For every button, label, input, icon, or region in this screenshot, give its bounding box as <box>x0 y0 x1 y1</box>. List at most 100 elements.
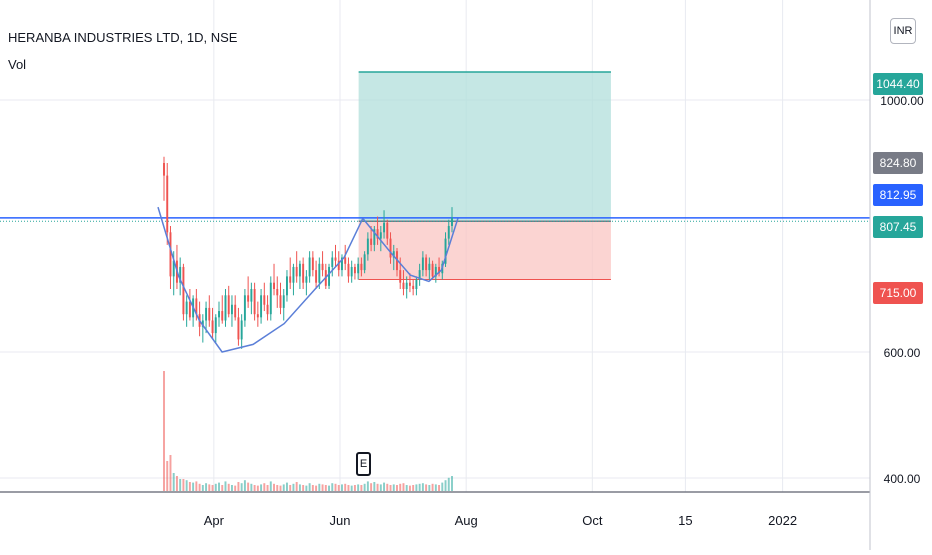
candle-body[interactable] <box>308 257 311 277</box>
candle-body[interactable] <box>289 276 292 283</box>
candle-body[interactable] <box>188 301 191 318</box>
candle-body[interactable] <box>376 229 379 239</box>
candle-body[interactable] <box>218 311 220 318</box>
candle-body[interactable] <box>386 222 389 239</box>
earnings-marker[interactable]: E <box>356 452 371 476</box>
stop-zone[interactable] <box>358 221 611 280</box>
candle-body[interactable] <box>298 263 301 277</box>
candle-body[interactable] <box>250 289 253 302</box>
candle-body[interactable] <box>451 217 453 226</box>
candle-body[interactable] <box>266 304 269 315</box>
candle-body[interactable] <box>318 263 321 283</box>
candle-body[interactable] <box>211 320 214 334</box>
candle-body[interactable] <box>260 295 263 318</box>
candle-body[interactable] <box>208 307 211 321</box>
candle-body[interactable] <box>179 266 182 283</box>
candle-body[interactable] <box>421 257 424 271</box>
volume-bar <box>341 484 343 491</box>
candle-body[interactable] <box>279 295 282 308</box>
candle-body[interactable] <box>263 295 266 305</box>
candle-body[interactable] <box>240 320 243 340</box>
candle-body[interactable] <box>311 257 314 271</box>
candle-body[interactable] <box>205 307 208 321</box>
candle-body[interactable] <box>331 257 334 267</box>
candle-body[interactable] <box>347 263 350 277</box>
candle-body[interactable] <box>328 266 331 286</box>
candle-body[interactable] <box>350 266 353 277</box>
candle-body[interactable] <box>221 311 224 321</box>
candle-body[interactable] <box>321 263 324 271</box>
volume-bar <box>396 485 398 491</box>
candle-body[interactable] <box>169 232 172 277</box>
candle-body[interactable] <box>315 270 318 283</box>
candle-body[interactable] <box>337 260 340 271</box>
candle-body[interactable] <box>253 289 256 315</box>
candle-body[interactable] <box>234 304 237 318</box>
candle-body[interactable] <box>172 260 175 277</box>
candle-body[interactable] <box>392 251 395 258</box>
candle-body[interactable] <box>256 314 259 318</box>
candle-body[interactable] <box>363 254 366 271</box>
candle-body[interactable] <box>224 295 227 321</box>
candle-body[interactable] <box>428 263 431 271</box>
candle-body[interactable] <box>166 175 169 233</box>
candle-body[interactable] <box>415 279 418 289</box>
candle-body[interactable] <box>237 317 240 340</box>
target-zone[interactable] <box>358 72 611 222</box>
volume-bar <box>201 485 204 491</box>
candle-body[interactable] <box>295 266 298 277</box>
candle-body[interactable] <box>201 320 204 327</box>
candle-body[interactable] <box>379 232 382 239</box>
candle-body[interactable] <box>357 263 360 274</box>
currency-button[interactable]: INR <box>890 18 916 44</box>
candle-body[interactable] <box>438 266 441 274</box>
candle-body[interactable] <box>195 298 198 315</box>
candle-body[interactable] <box>273 282 275 289</box>
candle-body[interactable] <box>360 263 363 271</box>
handle-pattern-curve[interactable] <box>362 217 459 283</box>
candle-body[interactable] <box>276 289 279 296</box>
candle-body[interactable] <box>402 282 405 289</box>
candle-body[interactable] <box>163 163 165 176</box>
candle-body[interactable] <box>247 295 250 302</box>
candle-body[interactable] <box>214 317 217 334</box>
candle-body[interactable] <box>230 304 233 315</box>
candle-body[interactable] <box>444 238 447 264</box>
candle-body[interactable] <box>383 222 386 233</box>
candle-body[interactable] <box>182 266 185 315</box>
volume-bar <box>256 485 259 491</box>
candle-body[interactable] <box>431 263 434 277</box>
candle-body[interactable] <box>305 276 308 283</box>
candle-body[interactable] <box>344 257 347 264</box>
candle-body[interactable] <box>341 257 343 271</box>
candle-body[interactable] <box>269 282 272 315</box>
candle-body[interactable] <box>282 295 285 308</box>
candle-body[interactable] <box>373 229 376 245</box>
candle-body[interactable] <box>389 238 392 258</box>
candle-body[interactable] <box>370 238 373 245</box>
candle-body[interactable] <box>366 238 369 255</box>
candle-body[interactable] <box>425 257 428 271</box>
candle-body[interactable] <box>185 301 188 315</box>
candle-body[interactable] <box>447 226 450 239</box>
candle-body[interactable] <box>434 266 437 277</box>
candle-body[interactable] <box>412 285 415 289</box>
volume-indicator-label[interactable]: Vol <box>8 57 27 72</box>
candle-body[interactable] <box>243 295 246 321</box>
candle-body[interactable] <box>399 270 402 283</box>
candle-body[interactable] <box>408 282 411 286</box>
candle-body[interactable] <box>353 266 356 274</box>
candle-body[interactable] <box>285 276 288 296</box>
volume-bar <box>179 479 182 491</box>
candle-body[interactable] <box>302 263 305 283</box>
candle-body[interactable] <box>334 257 337 261</box>
candle-body[interactable] <box>292 266 295 283</box>
symbol-title[interactable]: HERANBA INDUSTRIES LTD, 1D, NSE <box>8 30 238 45</box>
cup-pattern-curve[interactable] <box>157 206 364 353</box>
volume-bar <box>408 485 411 491</box>
candle-body[interactable] <box>418 270 421 280</box>
candle-body[interactable] <box>227 295 230 315</box>
candle-body[interactable] <box>405 282 408 289</box>
